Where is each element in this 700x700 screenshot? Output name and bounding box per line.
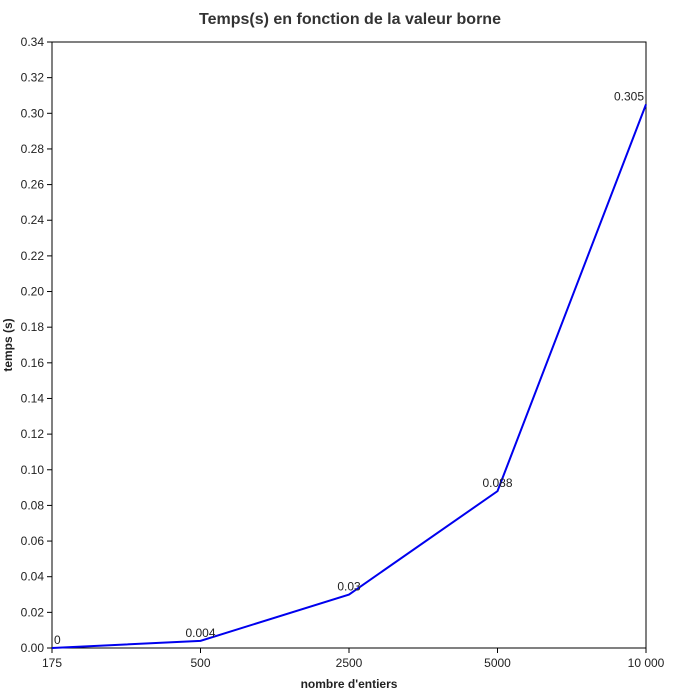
y-tick-label: 0.28 [21, 142, 45, 156]
y-axis-label: temps (s) [1, 318, 15, 371]
data-labels-group: 0 0.004 0.03 0.088 0.305 [54, 89, 644, 647]
y-tick-label: 0.18 [21, 320, 45, 334]
y-tick-label: 0.24 [21, 213, 45, 227]
y-tick-label: 0.04 [21, 570, 45, 584]
data-label: 0.305 [614, 89, 644, 103]
y-tick-label: 0.02 [21, 605, 45, 619]
x-axis-ticks: 175 500 2500 5000 10 000 [42, 648, 665, 670]
y-tick-label: 0.30 [21, 106, 45, 120]
y-tick-label: 0.16 [21, 356, 45, 370]
series-line [51, 104, 647, 649]
data-label: 0.03 [337, 580, 361, 594]
x-axis-label: nombre d'entiers [301, 677, 398, 691]
y-tick-label: 0.20 [21, 285, 45, 299]
x-tick-label: 10 000 [628, 656, 665, 670]
y-tick-label: 0.26 [21, 178, 45, 192]
x-tick-label: 5000 [484, 656, 511, 670]
y-tick-label: 0.08 [21, 498, 45, 512]
data-label: 0.088 [482, 476, 512, 490]
x-tick-label: 500 [190, 656, 210, 670]
y-tick-label: 0.06 [21, 534, 45, 548]
x-tick-label: 2500 [336, 656, 363, 670]
y-tick-label: 0.34 [21, 35, 45, 49]
x-tick-label: 175 [42, 656, 62, 670]
series-group [51, 104, 647, 649]
y-tick-label: 0.14 [21, 391, 45, 405]
y-tick-label: 0.22 [21, 249, 45, 263]
y-tick-label: 0.12 [21, 427, 45, 441]
y-axis-ticks: 0.00 0.02 0.04 0.06 0.08 0.10 0.12 0.14 0.16 0.18… [21, 35, 52, 655]
plot-area-border [51, 41, 647, 649]
y-tick-label: 0.00 [21, 641, 45, 655]
y-tick-label: 0.32 [21, 71, 45, 85]
data-label: 0.004 [185, 626, 215, 640]
y-tick-label: 0.10 [21, 463, 45, 477]
data-label: 0 [54, 633, 61, 647]
chart-title: Temps(s) en fonction de la valeur borne [199, 11, 501, 28]
